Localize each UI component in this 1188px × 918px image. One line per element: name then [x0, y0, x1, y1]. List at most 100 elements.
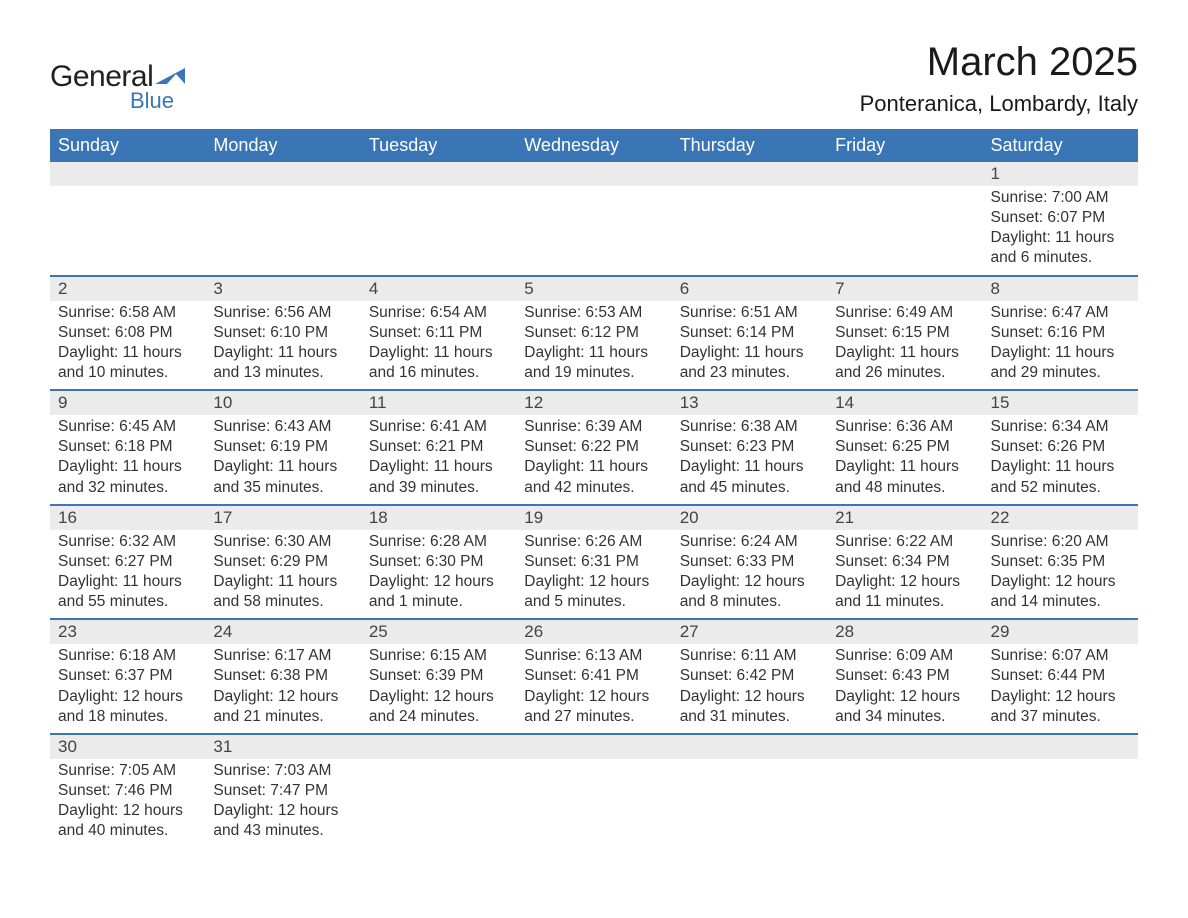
sunrise-line: Sunrise: 6:49 AM — [835, 303, 974, 323]
sunset-line: Sunset: 6:33 PM — [680, 552, 819, 572]
sunset-line: Sunset: 6:12 PM — [524, 323, 663, 343]
day-cell: Sunrise: 7:00 AMSunset: 6:07 PMDaylight:… — [983, 186, 1138, 276]
day-cell — [827, 186, 982, 276]
day-number: 29 — [983, 619, 1138, 644]
sunrise-line: Sunrise: 6:32 AM — [58, 532, 197, 552]
day-number: 24 — [205, 619, 360, 644]
daylight-line: Daylight: 11 hours and 29 minutes. — [991, 343, 1130, 383]
daylight-line: Daylight: 12 hours and 34 minutes. — [835, 687, 974, 727]
day-number: 18 — [361, 505, 516, 530]
day-number: 1 — [983, 162, 1138, 186]
day-cell: Sunrise: 6:38 AMSunset: 6:23 PMDaylight:… — [672, 415, 827, 505]
day-cell — [672, 186, 827, 276]
sunset-line: Sunset: 6:37 PM — [58, 666, 197, 686]
title-block: March 2025 Ponteranica, Lombardy, Italy — [860, 40, 1138, 117]
day-body-row: Sunrise: 6:32 AMSunset: 6:27 PMDaylight:… — [50, 530, 1138, 620]
sunrise-line: Sunrise: 6:24 AM — [680, 532, 819, 552]
sunrise-line: Sunrise: 7:03 AM — [213, 761, 352, 781]
daylight-line: Daylight: 11 hours and 48 minutes. — [835, 457, 974, 497]
daylight-line: Daylight: 12 hours and 5 minutes. — [524, 572, 663, 612]
day-cell: Sunrise: 6:26 AMSunset: 6:31 PMDaylight:… — [516, 530, 671, 620]
sunrise-line: Sunrise: 6:13 AM — [524, 646, 663, 666]
daylight-line: Daylight: 11 hours and 23 minutes. — [680, 343, 819, 383]
day-number: 15 — [983, 390, 1138, 415]
sunrise-line: Sunrise: 6:28 AM — [369, 532, 508, 552]
sunset-line: Sunset: 6:23 PM — [680, 437, 819, 457]
day-number: 5 — [516, 276, 671, 301]
daylight-line: Daylight: 12 hours and 40 minutes. — [58, 801, 197, 841]
day-cell: Sunrise: 6:54 AMSunset: 6:11 PMDaylight:… — [361, 301, 516, 391]
daylight-line: Daylight: 11 hours and 10 minutes. — [58, 343, 197, 383]
header: General Blue March 2025 Ponteranica, Lom… — [50, 40, 1138, 117]
weekday-header: Sunday — [50, 129, 205, 162]
day-number-row: 3031 — [50, 734, 1138, 759]
daylight-line: Daylight: 11 hours and 42 minutes. — [524, 457, 663, 497]
weekday-header: Saturday — [983, 129, 1138, 162]
sunset-line: Sunset: 6:18 PM — [58, 437, 197, 457]
day-body-row: Sunrise: 7:05 AMSunset: 7:46 PMDaylight:… — [50, 759, 1138, 848]
daylight-line: Daylight: 12 hours and 14 minutes. — [991, 572, 1130, 612]
day-number: 13 — [672, 390, 827, 415]
sunset-line: Sunset: 6:08 PM — [58, 323, 197, 343]
day-number: 28 — [827, 619, 982, 644]
weekday-header: Friday — [827, 129, 982, 162]
day-cell: Sunrise: 6:24 AMSunset: 6:33 PMDaylight:… — [672, 530, 827, 620]
day-number: 20 — [672, 505, 827, 530]
day-number: 6 — [672, 276, 827, 301]
day-number — [672, 162, 827, 186]
day-number: 21 — [827, 505, 982, 530]
day-number-row: 16171819202122 — [50, 505, 1138, 530]
day-cell — [361, 186, 516, 276]
sunrise-line: Sunrise: 6:30 AM — [213, 532, 352, 552]
sunrise-line: Sunrise: 6:54 AM — [369, 303, 508, 323]
day-number — [361, 734, 516, 759]
day-cell: Sunrise: 6:49 AMSunset: 6:15 PMDaylight:… — [827, 301, 982, 391]
daylight-line: Daylight: 12 hours and 11 minutes. — [835, 572, 974, 612]
day-number: 26 — [516, 619, 671, 644]
day-number: 4 — [361, 276, 516, 301]
sunset-line: Sunset: 6:43 PM — [835, 666, 974, 686]
sunrise-line: Sunrise: 6:36 AM — [835, 417, 974, 437]
day-body-row: Sunrise: 6:18 AMSunset: 6:37 PMDaylight:… — [50, 644, 1138, 734]
daylight-line: Daylight: 12 hours and 24 minutes. — [369, 687, 508, 727]
daylight-line: Daylight: 12 hours and 27 minutes. — [524, 687, 663, 727]
daylight-line: Daylight: 11 hours and 32 minutes. — [58, 457, 197, 497]
sunset-line: Sunset: 6:29 PM — [213, 552, 352, 572]
day-cell — [983, 759, 1138, 848]
day-cell: Sunrise: 6:13 AMSunset: 6:41 PMDaylight:… — [516, 644, 671, 734]
day-body-row: Sunrise: 7:00 AMSunset: 6:07 PMDaylight:… — [50, 186, 1138, 276]
month-title: March 2025 — [860, 40, 1138, 85]
day-number: 31 — [205, 734, 360, 759]
logo-word2: Blue — [130, 88, 185, 114]
daylight-line: Daylight: 12 hours and 31 minutes. — [680, 687, 819, 727]
day-cell: Sunrise: 6:22 AMSunset: 6:34 PMDaylight:… — [827, 530, 982, 620]
day-cell: Sunrise: 6:51 AMSunset: 6:14 PMDaylight:… — [672, 301, 827, 391]
day-cell: Sunrise: 6:36 AMSunset: 6:25 PMDaylight:… — [827, 415, 982, 505]
day-number: 3 — [205, 276, 360, 301]
sunset-line: Sunset: 6:22 PM — [524, 437, 663, 457]
sunrise-line: Sunrise: 6:41 AM — [369, 417, 508, 437]
sunrise-line: Sunrise: 6:20 AM — [991, 532, 1130, 552]
daylight-line: Daylight: 12 hours and 1 minute. — [369, 572, 508, 612]
day-cell — [516, 759, 671, 848]
day-number: 17 — [205, 505, 360, 530]
sunset-line: Sunset: 6:19 PM — [213, 437, 352, 457]
sunset-line: Sunset: 6:39 PM — [369, 666, 508, 686]
daylight-line: Daylight: 11 hours and 39 minutes. — [369, 457, 508, 497]
daylight-line: Daylight: 11 hours and 55 minutes. — [58, 572, 197, 612]
daylight-line: Daylight: 11 hours and 26 minutes. — [835, 343, 974, 383]
day-cell — [361, 759, 516, 848]
sunset-line: Sunset: 7:46 PM — [58, 781, 197, 801]
sunset-line: Sunset: 6:15 PM — [835, 323, 974, 343]
sunset-line: Sunset: 6:16 PM — [991, 323, 1130, 343]
sunrise-line: Sunrise: 6:26 AM — [524, 532, 663, 552]
daylight-line: Daylight: 11 hours and 52 minutes. — [991, 457, 1130, 497]
sunrise-line: Sunrise: 7:00 AM — [991, 188, 1130, 208]
day-cell: Sunrise: 6:47 AMSunset: 6:16 PMDaylight:… — [983, 301, 1138, 391]
sunrise-line: Sunrise: 7:05 AM — [58, 761, 197, 781]
daylight-line: Daylight: 11 hours and 58 minutes. — [213, 572, 352, 612]
sunrise-line: Sunrise: 6:56 AM — [213, 303, 352, 323]
day-cell: Sunrise: 6:17 AMSunset: 6:38 PMDaylight:… — [205, 644, 360, 734]
day-number: 16 — [50, 505, 205, 530]
sunset-line: Sunset: 6:35 PM — [991, 552, 1130, 572]
